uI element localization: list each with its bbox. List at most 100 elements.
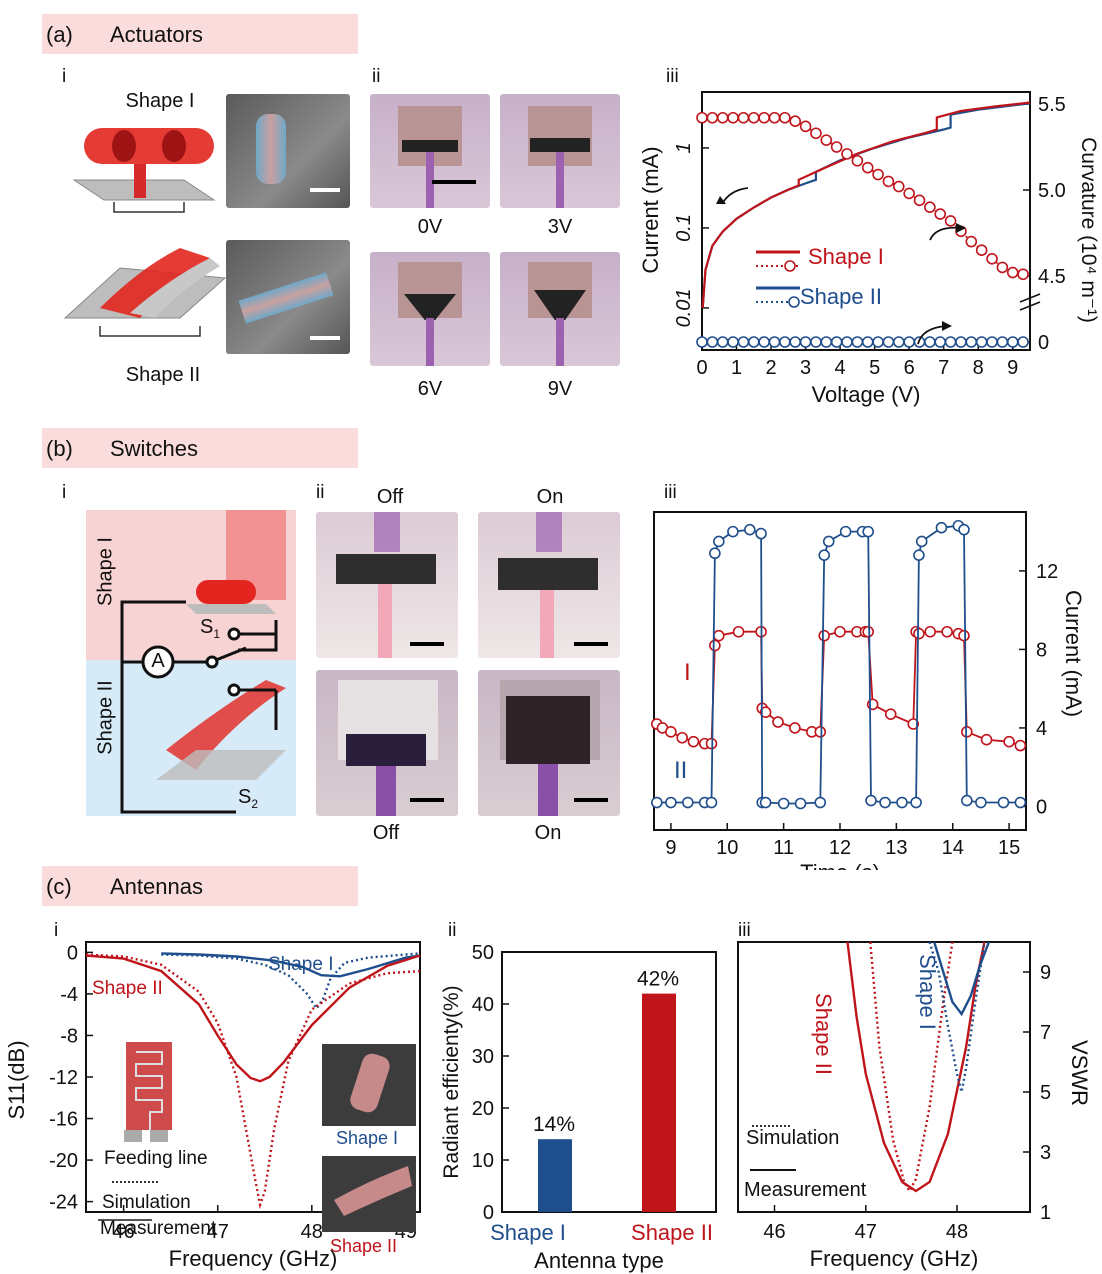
point-curvature_shape1 — [944, 215, 957, 227]
series-label-shape1: Shape I — [915, 954, 940, 1030]
x-tick-label: 9 — [1007, 357, 1018, 379]
x-tick-label: Shape II — [631, 1220, 713, 1245]
x-axis-label: Antenna type — [534, 1248, 664, 1273]
point-curvature_shape1 — [768, 111, 781, 124]
voltage-label-3v: 3V — [547, 216, 573, 238]
point-series-I — [709, 639, 721, 652]
point-series-II — [713, 535, 725, 548]
shape2-label: Shape II — [125, 364, 201, 386]
point-series-II — [915, 535, 928, 548]
section-c-title: Antennas — [110, 874, 203, 899]
switch-photo-shape2-off — [316, 670, 458, 816]
point-series-I — [958, 629, 970, 642]
y-tick-label: 1 — [673, 142, 695, 153]
point-curvature_shape1 — [810, 127, 822, 140]
panel-a-i-label: i — [62, 66, 67, 87]
point-series-II — [935, 521, 948, 534]
series-Shape-I-measured — [933, 941, 991, 1017]
y-tick-label: 0 — [67, 942, 78, 964]
point-curvature_shape1 — [820, 134, 833, 146]
point-curvature_shape2 — [1017, 336, 1029, 348]
chart-vswr-frequency: 46 47 48 Frequency (GHz) 1 3 5 7 9 VSWR Shape II Sh… — [737, 941, 1092, 1271]
actuator-photo-0v — [370, 94, 490, 208]
point-curvature_shape2 — [830, 336, 843, 348]
point-curvature_shape2 — [872, 336, 884, 348]
x-tick-label: 9 — [665, 837, 676, 859]
y-tick-label: 10 — [472, 1150, 494, 1172]
point-series-II — [958, 523, 970, 536]
y-tick-label: 0 — [483, 1202, 494, 1224]
switch-s1-subscript: 1 — [213, 627, 221, 641]
point-curvature_shape1 — [892, 180, 905, 193]
plot-frame — [653, 511, 1027, 831]
point-curvature_shape2 — [841, 336, 853, 348]
point-series-I — [814, 726, 827, 738]
series-Shape-II-measured — [85, 954, 421, 1083]
point-series-I — [732, 625, 745, 638]
x-tick-label: 5 — [869, 357, 880, 379]
point-series-I — [665, 726, 677, 738]
x-tick-label: 4 — [835, 357, 846, 379]
section-a-title: Actuators — [110, 22, 203, 47]
y-tick-label: 8 — [1036, 639, 1047, 661]
series-label-I: I — [684, 659, 691, 686]
point-curvature_shape1 — [872, 168, 884, 181]
y-axis-label: Current (mA) — [638, 146, 663, 273]
point-curvature_shape2 — [696, 336, 708, 348]
switch-s2-letter: S — [237, 786, 252, 808]
inset-antenna-meander — [135, 1051, 163, 1130]
legend-measurement-label: Measurement — [100, 1218, 217, 1239]
panel-b-ii-label: ii — [316, 482, 325, 503]
x-tick-label: 2 — [765, 357, 776, 379]
point-curvature_shape1 — [789, 115, 802, 128]
series-label-shape1: Shape I — [268, 954, 334, 975]
section-c-tag: (c) — [46, 874, 72, 899]
panel-a-iii-label: iii — [666, 66, 679, 87]
switch-circuit-diagram — [86, 510, 296, 816]
legend-simulation-label: Simulation — [746, 1127, 839, 1149]
point-curvature_shape1 — [965, 235, 978, 248]
y-tick-label: -20 — [49, 1150, 78, 1172]
series-Shape-I-measured — [161, 952, 421, 978]
y-tick-label: -4 — [60, 984, 78, 1006]
point-series-I — [924, 625, 936, 638]
point-curvature_shape2 — [882, 336, 895, 348]
point-curvature_shape1 — [737, 111, 750, 124]
switch-top-off-label: Off — [376, 486, 404, 508]
series-current-shape1 — [701, 101, 1031, 308]
point-curvature_shape2 — [779, 336, 791, 348]
y-tick-label: -12 — [49, 1067, 78, 1089]
y-tick-label: 5 — [1040, 1082, 1051, 1104]
axis-break — [1019, 293, 1041, 303]
section-b-title: Switches — [110, 436, 199, 461]
x-tick-label: 12 — [829, 837, 851, 859]
point-series-II — [682, 796, 694, 809]
y2-tick-label: 4.5 — [1038, 266, 1066, 288]
panel-b-i-label: i — [62, 482, 67, 503]
point-series-II — [818, 549, 831, 561]
point-curvature_shape2 — [996, 336, 1009, 348]
point-curvature_shape2 — [986, 336, 998, 348]
y-axis-label: S11(dB) — [4, 1040, 29, 1119]
series-label-shape2: Shape II — [811, 993, 836, 1075]
x-tick-label: 46 — [113, 1221, 135, 1243]
bar-Shape-I — [538, 1139, 572, 1212]
point-curvature_shape1 — [996, 261, 1009, 274]
chart-s11-frequency: 46474849Frequency (GHz)0-4-8-12-16-20-24… — [4, 941, 421, 1271]
point-curvature_shape1 — [1017, 268, 1029, 281]
point-curvature_shape2 — [934, 336, 947, 348]
point-curvature_shape2 — [716, 336, 729, 348]
x-tick-label: 14 — [942, 837, 964, 859]
point-curvature_shape2 — [965, 336, 978, 348]
voltage-label-6v: 6V — [417, 378, 443, 400]
point-curvature_shape2 — [789, 336, 802, 348]
x-tick-label: 6 — [904, 357, 915, 379]
point-series-II — [794, 797, 807, 810]
shape1-sem-image — [226, 94, 350, 208]
y-tick-label: -16 — [49, 1109, 78, 1131]
series-Shape-II-measured — [846, 941, 986, 1193]
switch-photo-shape2-on — [478, 670, 620, 816]
switch-s2-label: S2 — [236, 786, 260, 811]
point-series-I — [713, 629, 725, 642]
point-curvature_shape2 — [851, 336, 864, 348]
